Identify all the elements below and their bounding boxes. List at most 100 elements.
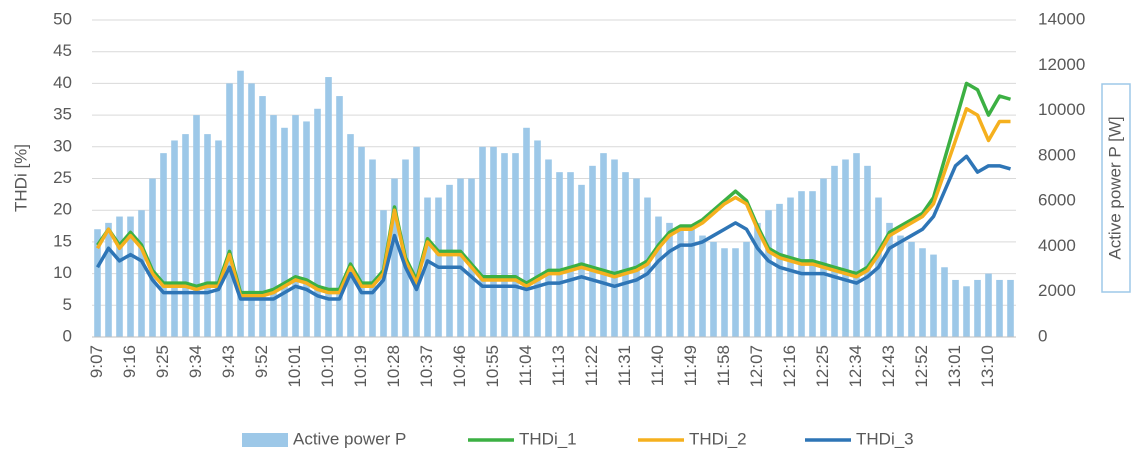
x-tick-label: 10:10 xyxy=(318,345,337,388)
bar xyxy=(424,197,431,337)
bar xyxy=(589,165,596,337)
bar xyxy=(523,127,530,337)
bar xyxy=(952,279,959,337)
x-tick-label: 10:55 xyxy=(483,345,502,388)
bar xyxy=(501,153,508,337)
y-tick-label: 40 xyxy=(53,73,72,92)
bar xyxy=(171,140,178,337)
bar xyxy=(402,159,409,337)
bar xyxy=(556,172,563,337)
x-tick-label: 12:16 xyxy=(780,345,799,388)
bar xyxy=(985,273,992,337)
legend-swatch xyxy=(242,433,288,447)
bar xyxy=(974,279,981,337)
bar xyxy=(732,248,739,337)
line xyxy=(96,81,1011,295)
bar xyxy=(358,146,365,337)
bar xyxy=(413,146,420,337)
bar xyxy=(127,216,134,337)
bar xyxy=(116,216,123,337)
x-tick-label: 12:07 xyxy=(747,345,766,388)
bar xyxy=(776,203,783,337)
x-tick-label: 10:37 xyxy=(417,345,436,388)
bar xyxy=(655,216,662,337)
bar xyxy=(941,267,948,337)
y-tick-label: 20 xyxy=(53,200,72,219)
bar xyxy=(787,197,794,337)
x-tick-label: 10:19 xyxy=(351,345,370,388)
y-tick-label: 30 xyxy=(53,136,72,155)
x-tick-label: 9:43 xyxy=(219,345,238,378)
bar xyxy=(259,96,266,337)
bar xyxy=(226,83,233,338)
y2-tick-label: 4000 xyxy=(1038,236,1076,255)
legend-label: THDi_2 xyxy=(689,429,747,448)
x-tick-label: 13:10 xyxy=(978,345,997,388)
x-tick-label: 11:31 xyxy=(615,345,634,386)
bar xyxy=(391,178,398,337)
x-tick-label: 9:25 xyxy=(153,345,172,378)
bar xyxy=(842,159,849,337)
y-tick-label: 35 xyxy=(53,105,72,124)
line xyxy=(95,154,1011,301)
x-tick-label: 11:58 xyxy=(714,345,733,386)
bar xyxy=(468,178,475,337)
bar xyxy=(193,115,200,337)
bar xyxy=(138,210,145,337)
bar xyxy=(864,165,871,337)
x-tick-label: 11:40 xyxy=(648,345,667,386)
bar xyxy=(666,222,673,337)
x-tick-label: 9:16 xyxy=(120,345,139,378)
y2-title-box xyxy=(1101,83,1131,293)
bar xyxy=(853,153,860,337)
bar xyxy=(105,222,112,337)
bar xyxy=(314,108,321,337)
x-tick-label: 11:13 xyxy=(549,345,568,386)
bar xyxy=(699,235,706,337)
bar xyxy=(303,121,310,337)
bar xyxy=(336,96,343,337)
bar xyxy=(600,153,607,337)
bar xyxy=(996,279,1003,337)
bar xyxy=(710,241,717,337)
y-tick-label: 25 xyxy=(53,168,72,187)
bar xyxy=(908,241,915,337)
bar xyxy=(677,229,684,337)
bar xyxy=(644,197,651,337)
x-tick-label: 12:43 xyxy=(879,345,898,388)
bar xyxy=(534,140,541,337)
bar xyxy=(94,229,101,337)
bar xyxy=(578,184,585,337)
x-tick-label: 9:34 xyxy=(186,345,205,378)
bar xyxy=(886,222,893,337)
x-tick-label: 12:25 xyxy=(813,345,832,388)
x-tick-label: 11:49 xyxy=(681,345,700,386)
bar xyxy=(963,286,970,337)
y2-tick-label: 10000 xyxy=(1038,100,1085,119)
bar xyxy=(446,184,453,337)
bar xyxy=(182,134,189,337)
bar xyxy=(919,248,926,337)
bar xyxy=(688,229,695,337)
bar xyxy=(160,153,167,337)
bar xyxy=(369,159,376,337)
x-tick-label: 12:52 xyxy=(912,345,931,388)
y2-tick-label: 12000 xyxy=(1038,55,1085,74)
y-axis-title: THDi [%] xyxy=(11,144,30,212)
x-tick-label: 9:07 xyxy=(87,345,106,378)
y-tick-label: 45 xyxy=(53,41,72,60)
x-tick-label: 11:22 xyxy=(582,345,601,386)
bar xyxy=(457,178,464,337)
bar xyxy=(897,235,904,337)
legend-label: THDi_3 xyxy=(856,429,914,448)
y2-tick-label: 2000 xyxy=(1038,281,1076,300)
x-tick-label: 10:01 xyxy=(285,345,304,388)
legend-label: Active power P xyxy=(293,429,406,448)
bar xyxy=(292,115,299,337)
bar xyxy=(611,159,618,337)
legend-label: THDi_1 xyxy=(519,429,577,448)
bar xyxy=(215,140,222,337)
bar xyxy=(512,153,519,337)
bar xyxy=(248,83,255,338)
bar xyxy=(622,172,629,337)
